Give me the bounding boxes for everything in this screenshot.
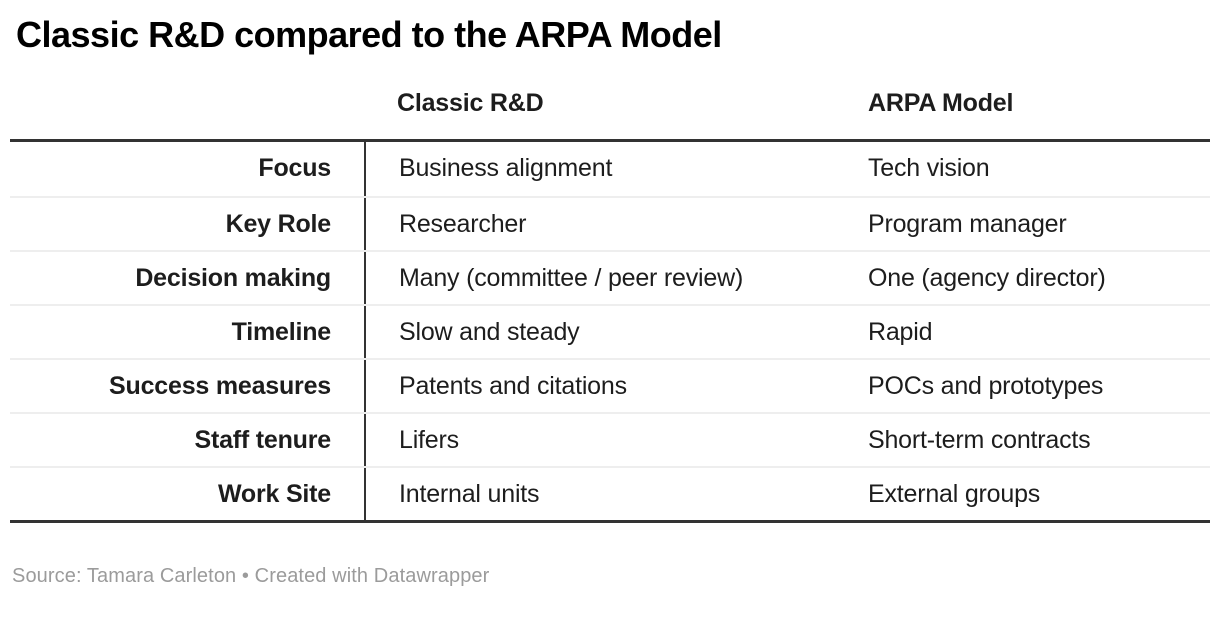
row-label: Key Role	[225, 210, 332, 239]
arpa-model-cell: Short-term contracts	[868, 426, 1091, 455]
source-attribution: Source: Tamara Carleton • Created with D…	[12, 565, 490, 588]
table-row-success-measures: Success measures Patents and citations P…	[10, 358, 1210, 413]
row-label: Decision making	[135, 264, 331, 293]
column-header-arpa-model: ARPA Model	[868, 89, 1014, 118]
classic-rd-cell: Researcher	[364, 198, 835, 251]
column-header-classic-rd: Classic R&D	[397, 89, 544, 118]
arpa-model-cell: Program manager	[868, 210, 1067, 239]
table-body: Focus Business alignment Tech vision Key…	[10, 142, 1210, 524]
row-label: Work Site	[217, 480, 331, 509]
arpa-model-cell: Rapid	[868, 318, 933, 347]
table-row-staff-tenure: Staff tenure Lifers Short-term contracts	[10, 412, 1210, 467]
table-row-timeline: Timeline Slow and steady Rapid	[10, 304, 1210, 359]
table-row-focus: Focus Business alignment Tech vision	[10, 142, 1210, 197]
table-row-key-role: Key Role Researcher Program manager	[10, 196, 1210, 251]
classic-rd-cell: Slow and steady	[364, 306, 835, 359]
classic-rd-cell: Patents and citations	[364, 360, 835, 413]
arpa-model-cell: POCs and prototypes	[868, 372, 1104, 401]
row-label: Timeline	[231, 318, 332, 347]
classic-rd-cell: Many (committee / peer review)	[364, 252, 835, 305]
arpa-model-cell: External groups	[868, 480, 1041, 509]
table-header-row: Classic R&D ARPA Model	[10, 55, 1210, 143]
column-header-empty	[10, 118, 364, 139]
datawrapper-table-chart: Classic R&D compared to the ARPA Model C…	[10, 14, 1210, 588]
row-label: Staff tenure	[194, 426, 331, 455]
table-row-work-site: Work Site Internal units External groups	[10, 466, 1210, 521]
table-row-decision-making: Decision making Many (committee / peer r…	[10, 250, 1210, 305]
row-label: Focus	[258, 154, 331, 183]
arpa-model-cell: Tech vision	[868, 154, 990, 183]
arpa-model-cell: One (agency director)	[868, 264, 1106, 293]
classic-rd-cell: Internal units	[364, 468, 835, 521]
row-label: Success measures	[109, 372, 331, 401]
classic-rd-cell: Business alignment	[364, 142, 835, 197]
chart-title: Classic R&D compared to the ARPA Model	[16, 14, 722, 55]
comparison-table: Classic R&D ARPA Model Focus Business al…	[10, 55, 1210, 524]
classic-rd-cell: Lifers	[364, 414, 835, 467]
